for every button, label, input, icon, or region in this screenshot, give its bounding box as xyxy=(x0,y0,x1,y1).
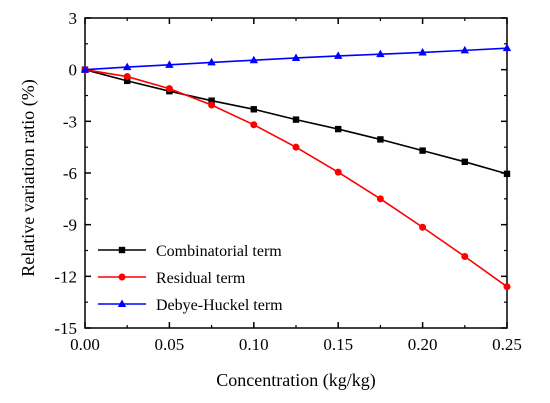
data-point xyxy=(80,65,90,73)
series-combinatorial-term xyxy=(81,66,511,178)
y-axis-title: Relative variation ratio (%) xyxy=(18,79,39,276)
y-tick-label: 0 xyxy=(69,61,78,80)
legend-marker xyxy=(118,246,126,254)
legend-label: Combinatorial term xyxy=(156,243,282,260)
legend-item: Residual term xyxy=(98,270,246,287)
data-point xyxy=(419,147,426,154)
y-tick-label: -6 xyxy=(63,164,77,183)
legend-label: Debye-Huckel term xyxy=(156,297,283,314)
x-tick-label: 0.10 xyxy=(239,335,269,354)
data-point xyxy=(376,195,384,203)
y-tick-label: -3 xyxy=(63,112,77,131)
x-axis-title: Concentration (kg/kg) xyxy=(216,370,375,391)
data-point xyxy=(250,106,257,113)
data-point xyxy=(461,158,468,166)
plot-frame xyxy=(84,17,508,329)
data-point xyxy=(376,49,385,58)
data-point xyxy=(292,116,300,123)
series-debye-huckel-term xyxy=(80,43,512,73)
series-residual-term xyxy=(81,66,511,291)
x-tick-label: 0.15 xyxy=(323,335,353,354)
legend-marker xyxy=(118,273,126,281)
data-point xyxy=(250,121,258,129)
data-point xyxy=(418,47,427,56)
data-point xyxy=(460,45,469,54)
data-point xyxy=(291,53,301,61)
series-group xyxy=(80,43,512,291)
data-point xyxy=(165,85,173,93)
x-tick-label: 0.00 xyxy=(70,335,100,354)
data-point xyxy=(123,62,132,71)
y-tick-label: -12 xyxy=(54,267,77,286)
axes: 0.00 0.05 0.10 0.15 0.20 0.25 3 0 -3 -6 -9 -12 -15 xyxy=(54,9,522,354)
data-point xyxy=(165,60,174,68)
legend-item: Combinatorial term xyxy=(98,243,282,260)
y-tick-label: 3 xyxy=(69,9,78,28)
series-line xyxy=(84,68,508,288)
data-point xyxy=(502,43,512,52)
legend-item: Debye-Huckel term xyxy=(98,297,283,314)
data-point xyxy=(377,136,384,143)
data-point xyxy=(419,223,427,231)
x-tick-label: 0.20 xyxy=(408,335,438,354)
legend-label: Residual term xyxy=(156,270,246,287)
y-tick-label: -15 xyxy=(54,319,77,338)
legend: Combinatorial term Residual term Debye-Huc… xyxy=(98,243,283,314)
y-tick-label: -9 xyxy=(63,216,77,235)
x-tick-label: 0.05 xyxy=(155,335,185,354)
data-point xyxy=(124,77,131,85)
data-point xyxy=(503,283,511,291)
data-point xyxy=(208,97,215,104)
data-point xyxy=(292,143,300,151)
x-tick-label: 0.25 xyxy=(492,335,522,354)
legend-marker xyxy=(117,299,127,307)
data-point xyxy=(503,170,511,178)
data-point xyxy=(461,253,469,261)
data-point xyxy=(249,55,258,64)
data-point xyxy=(334,168,342,176)
data-point xyxy=(207,57,216,66)
data-point xyxy=(335,125,342,133)
data-point xyxy=(123,73,131,81)
data-point xyxy=(208,101,216,109)
data-point xyxy=(334,51,343,59)
